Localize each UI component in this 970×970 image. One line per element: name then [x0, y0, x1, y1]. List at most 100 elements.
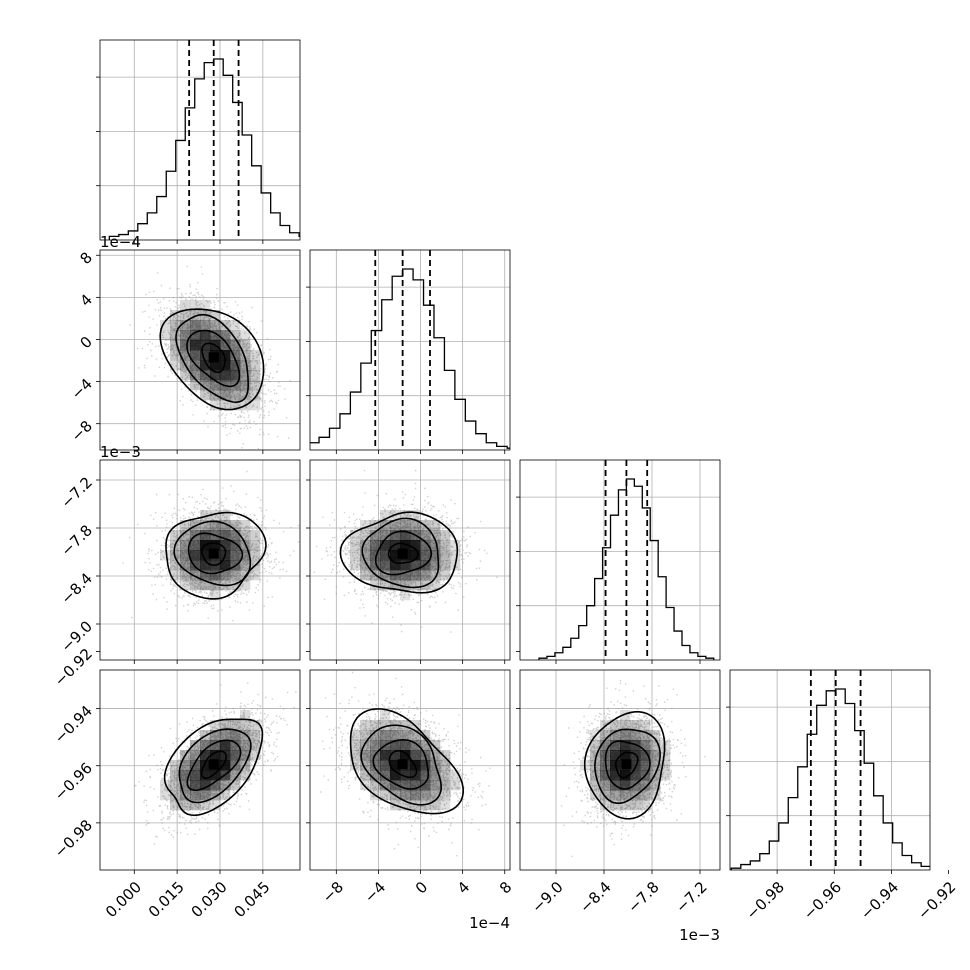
density-cell [190, 330, 201, 341]
density-cell [250, 360, 261, 371]
density-cell [200, 510, 211, 521]
density-cell [230, 320, 241, 331]
density-cell [220, 350, 231, 361]
contour-lines [159, 308, 265, 411]
density-cell [210, 400, 221, 411]
density-cell [180, 530, 191, 541]
panel-content [520, 670, 720, 870]
density-cell [170, 570, 181, 581]
density-cell [380, 750, 391, 761]
density-cell [430, 740, 441, 751]
density-cell [640, 800, 651, 811]
density-cell [250, 750, 261, 761]
density-cell [210, 360, 221, 371]
density-cell [230, 770, 241, 781]
density-cell [220, 520, 231, 531]
density-cell [400, 580, 411, 591]
contour-level-2 [361, 517, 440, 589]
density-cell [620, 790, 631, 801]
density-cell [180, 320, 191, 331]
density-cell [180, 300, 191, 311]
panel-content [100, 250, 300, 450]
x-exponent-p1: 1e−4 [469, 914, 510, 932]
density-cell [210, 720, 221, 731]
panel-frame [99, 39, 301, 241]
density-cell [220, 730, 231, 741]
density-cell [390, 580, 401, 591]
density-cell [400, 530, 411, 541]
contour-lines [165, 511, 267, 600]
density-cell [200, 740, 211, 751]
density-cell [370, 780, 381, 791]
density-peak [208, 352, 219, 363]
density-cell [230, 750, 241, 761]
density-cell [410, 550, 421, 561]
density-cell [250, 350, 261, 361]
contour-level-3 [583, 711, 666, 820]
density-cell [190, 350, 201, 361]
density-cell [390, 750, 401, 761]
panel-frame [99, 249, 301, 451]
density-cell [170, 790, 181, 801]
density-cell [400, 750, 411, 761]
contour-level-3 [349, 708, 465, 815]
panel-frame [99, 669, 301, 871]
density-cell [400, 770, 411, 781]
density-cell [220, 360, 231, 371]
density-cell [200, 360, 211, 371]
density-cell [450, 540, 461, 551]
contour-level-1 [187, 532, 244, 575]
panel-frame [309, 249, 511, 451]
contour-level-2 [178, 728, 252, 804]
density-cell [170, 560, 181, 571]
density-cell [170, 530, 181, 541]
density-cell [200, 550, 211, 561]
density-cell [380, 570, 391, 581]
density-cell [360, 760, 371, 771]
density-cell [390, 530, 401, 541]
density-cell [430, 550, 441, 561]
contour-level-0 [387, 542, 419, 564]
density-cell [210, 780, 221, 791]
density-cell [640, 750, 651, 761]
density-cell [230, 520, 241, 531]
density-cell [420, 570, 431, 581]
density-cell [420, 550, 431, 561]
density-cell [220, 400, 231, 411]
density-cell [400, 800, 411, 811]
contour-level-0 [200, 750, 227, 780]
density-cell [440, 540, 451, 551]
panel-frame [519, 459, 721, 661]
histogram-step-p3 [730, 688, 930, 870]
density-cell [430, 530, 441, 541]
density-cell [240, 770, 251, 781]
panel-frame [99, 459, 301, 661]
scatter-panel-p0-p1 [96, 249, 301, 454]
scatter-panel-p0-p2 [96, 459, 301, 664]
density-cell [200, 560, 211, 571]
density-cell [210, 570, 221, 581]
density-cell [350, 750, 361, 761]
density-cell [620, 710, 631, 721]
density-cell [190, 580, 201, 591]
density-cell [190, 380, 201, 391]
density-cell [420, 530, 431, 541]
density-cell [430, 770, 441, 781]
density-cell [220, 330, 231, 341]
density-cell [440, 570, 451, 581]
density-cell [180, 560, 191, 571]
density-cell [200, 520, 211, 531]
density-cell [360, 570, 371, 581]
density-peak [208, 548, 219, 559]
density-cell [440, 560, 451, 571]
density-cell [200, 770, 211, 781]
density-cell [640, 790, 651, 801]
density-cell [360, 530, 371, 541]
density-cell [190, 770, 201, 781]
density-cell [220, 370, 231, 381]
density-cell [590, 780, 601, 791]
density-cell [240, 380, 251, 391]
density-cell [190, 780, 201, 791]
density-cell [350, 530, 361, 541]
density-cell [380, 540, 391, 551]
